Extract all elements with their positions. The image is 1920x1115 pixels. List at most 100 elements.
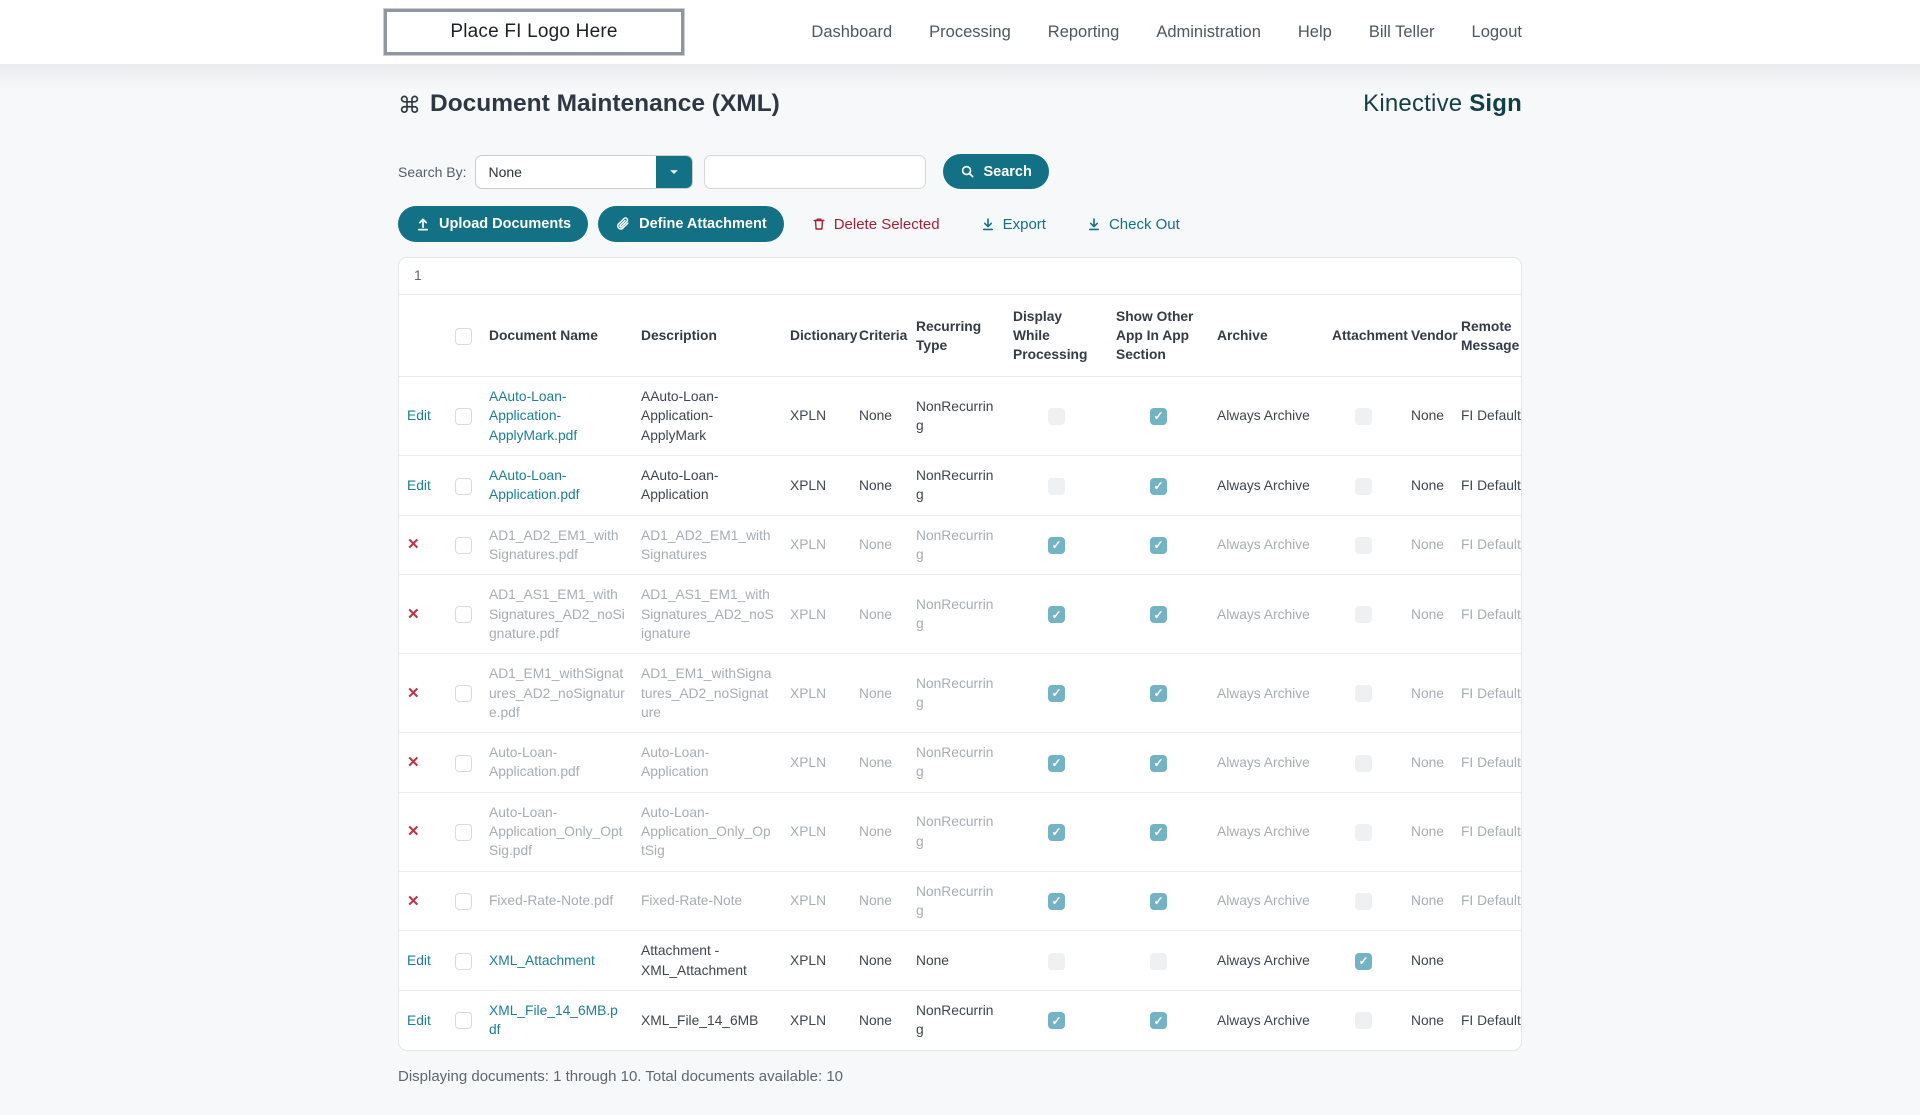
remote-message-cell: FI Default [1453,574,1521,655]
row-delete-x[interactable]: ✕ [407,753,420,771]
documents-table: Document Name Description Dictionary Cri… [399,295,1521,1050]
recurring-type-cell: NonRecurring [908,792,1005,872]
search-input[interactable] [704,154,927,189]
row-delete-x[interactable]: ✕ [407,892,420,910]
download-icon [1086,216,1102,232]
header-actions [399,295,445,378]
row-edit-link[interactable]: Edit [407,1012,431,1028]
upload-documents-button[interactable]: Upload Documents [398,206,589,242]
document-name-link[interactable]: AD1_AS1_EM1_withSignatures_AD2_noSignatu… [489,587,625,641]
attachment-checkbox[interactable] [1355,685,1372,703]
row-select-checkbox[interactable] [454,408,472,426]
remote-message-cell: FI Default [1453,792,1521,872]
display-while-processing-checkbox[interactable] [1048,537,1065,555]
display-while-processing-checkbox[interactable] [1048,754,1065,772]
document-name-link[interactable]: AD1_EM1_withSignatures_AD2_noSignature.p… [489,666,625,720]
show-other-app-checkbox[interactable] [1150,606,1167,624]
document-name-link[interactable]: Auto-Loan-Application.pdf [489,745,580,780]
document-name-link[interactable]: XML_File_14_6MB.pdf [489,1002,618,1038]
nav-administration[interactable]: Administration [1156,22,1261,41]
show-other-app-checkbox[interactable] [1150,952,1167,970]
export-button[interactable]: Export [980,216,1046,233]
search-by-select[interactable]: None [475,154,694,189]
nav-help[interactable]: Help [1297,22,1332,41]
display-while-processing-checkbox[interactable] [1048,952,1065,970]
select-all-checkbox[interactable] [454,327,472,345]
display-while-processing-checkbox[interactable] [1048,1012,1065,1030]
display-while-processing-checkbox[interactable] [1048,893,1065,911]
archive-cell: Always Archive [1209,871,1324,932]
nav-dashboard[interactable]: Dashboard [811,22,893,41]
display-while-processing-checkbox[interactable] [1048,408,1065,426]
delete-selected-button[interactable]: Delete Selected [811,216,940,233]
show-other-app-checkbox[interactable] [1150,893,1167,911]
description-cell: Auto-Loan-Application_Only_OptSig [633,792,782,872]
document-name-link[interactable]: Auto-Loan-Application_Only_OptSig.pdf [489,804,623,859]
row-delete-x[interactable]: ✕ [407,823,420,841]
page-number[interactable]: 1 [414,267,422,283]
display-while-processing-checkbox[interactable] [1048,606,1065,624]
show-other-app-checkbox[interactable] [1150,477,1167,495]
attachment-checkbox[interactable] [1355,408,1372,426]
document-name-link[interactable]: AAuto-Loan-Application.pdf [489,468,580,503]
top-bar: Place FI Logo Here Dashboard Processing … [0,0,1920,64]
attachment-checkbox[interactable] [1355,606,1372,624]
row-select-checkbox[interactable] [454,823,472,841]
nav-reporting[interactable]: Reporting [1047,22,1120,41]
document-name-link[interactable]: AAuto-Loan-Application-ApplyMark.pdf [489,389,578,443]
row-delete-x[interactable]: ✕ [407,536,420,554]
show-other-app-checkbox[interactable] [1150,823,1167,841]
upload-icon [415,216,431,232]
row-select-checkbox[interactable] [454,606,472,624]
attachment-checkbox[interactable] [1355,754,1372,772]
row-edit-link[interactable]: Edit [407,477,431,493]
delete-selected-label: Delete Selected [833,215,940,233]
row-edit-link[interactable]: Edit [407,408,431,424]
check-out-button[interactable]: Check Out [1086,216,1180,233]
row-select-checkbox[interactable] [454,893,472,911]
upload-documents-label: Upload Documents [439,216,572,232]
row-select-checkbox[interactable] [454,952,472,970]
document-name-link[interactable]: XML_Attachment [489,953,595,968]
attachment-checkbox[interactable] [1355,952,1372,970]
vendor-cell: None [1403,653,1453,734]
show-other-app-checkbox[interactable] [1150,537,1167,555]
row-select-checkbox[interactable] [454,1012,472,1030]
nav-logout[interactable]: Logout [1471,22,1522,41]
attachment-checkbox[interactable] [1355,537,1372,555]
nav-processing[interactable]: Processing [929,22,1011,41]
document-name-link[interactable]: AD1_AD2_EM1_withSignatures.pdf [489,527,619,562]
row-delete-x[interactable]: ✕ [407,684,420,702]
brand-bold: Sign [1469,90,1522,117]
nav-user-bill-teller[interactable]: Bill Teller [1368,22,1435,41]
define-attachment-button[interactable]: Define Attachment [598,206,784,242]
display-while-processing-checkbox[interactable] [1048,685,1065,703]
header-display-while-processing: Display While Processing [1005,295,1108,378]
paperclip-icon [615,216,631,232]
show-other-app-checkbox[interactable] [1150,685,1167,703]
row-delete-x[interactable]: ✕ [407,605,420,623]
chevron-down-icon[interactable] [656,155,693,188]
show-other-app-checkbox[interactable] [1150,1012,1167,1030]
dictionary-cell: XPLN [782,930,851,991]
show-other-app-checkbox[interactable] [1150,408,1167,426]
table-row: ✕ Fixed-Rate-Note.pdf Fixed-Rate-Note XP… [399,871,1521,932]
header-dictionary: Dictionary [782,295,857,378]
row-select-checkbox[interactable] [454,537,472,555]
criteria-cell: None [851,871,908,932]
page-title-text: Document Maintenance (XML) [430,90,780,117]
row-select-checkbox[interactable] [454,754,472,772]
remote-message-cell: FI Default [1453,515,1521,576]
row-edit-link[interactable]: Edit [407,953,431,968]
attachment-checkbox[interactable] [1355,1012,1372,1030]
display-while-processing-checkbox[interactable] [1048,823,1065,841]
row-select-checkbox[interactable] [454,477,472,495]
display-while-processing-checkbox[interactable] [1048,477,1065,495]
row-select-checkbox[interactable] [454,685,472,703]
attachment-checkbox[interactable] [1355,893,1372,911]
show-other-app-checkbox[interactable] [1150,754,1167,772]
search-button[interactable]: Search [943,154,1049,189]
description-cell: Fixed-Rate-Note [633,871,782,932]
attachment-checkbox[interactable] [1355,823,1372,841]
attachment-checkbox[interactable] [1355,477,1372,495]
